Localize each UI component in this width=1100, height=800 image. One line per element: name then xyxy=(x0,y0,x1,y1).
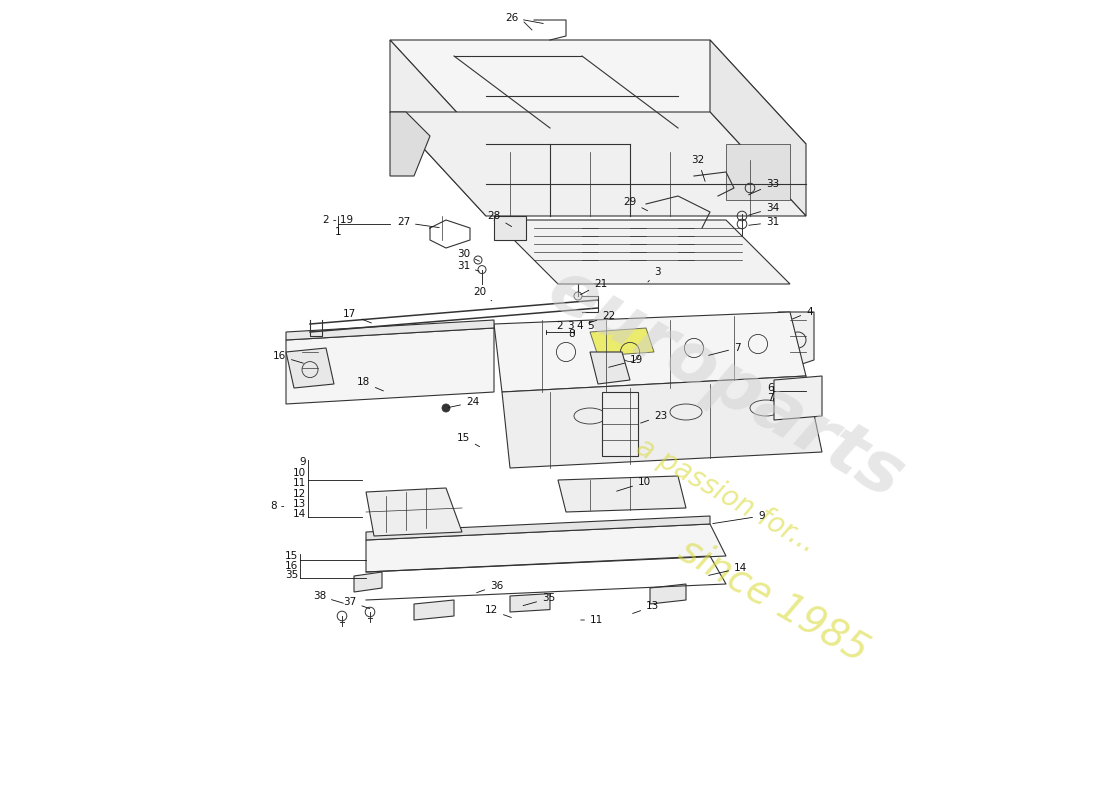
Polygon shape xyxy=(502,376,822,468)
Polygon shape xyxy=(354,572,382,592)
Text: 3: 3 xyxy=(648,267,661,282)
Text: europarts: europarts xyxy=(536,254,916,514)
Polygon shape xyxy=(286,348,334,388)
Text: 30: 30 xyxy=(456,249,480,262)
Text: 27: 27 xyxy=(397,218,439,228)
Polygon shape xyxy=(510,594,550,612)
Text: 10: 10 xyxy=(617,478,651,491)
Text: 29: 29 xyxy=(624,197,648,210)
Text: 8: 8 xyxy=(569,330,575,339)
Polygon shape xyxy=(366,488,462,536)
Text: 19: 19 xyxy=(608,355,644,367)
Text: 26: 26 xyxy=(505,13,543,23)
Polygon shape xyxy=(558,476,686,512)
Text: 37: 37 xyxy=(343,597,370,609)
Text: 5: 5 xyxy=(586,322,593,331)
Text: 32: 32 xyxy=(692,155,705,182)
Text: 14: 14 xyxy=(293,510,306,519)
Polygon shape xyxy=(390,40,806,144)
Polygon shape xyxy=(710,40,806,216)
Polygon shape xyxy=(590,328,654,356)
Polygon shape xyxy=(390,112,430,176)
Text: 4: 4 xyxy=(793,307,813,319)
Text: 17: 17 xyxy=(343,310,372,323)
Polygon shape xyxy=(650,584,686,604)
Polygon shape xyxy=(774,376,822,420)
Text: 14: 14 xyxy=(708,563,747,575)
Polygon shape xyxy=(590,352,630,384)
Circle shape xyxy=(442,404,450,412)
Text: 12: 12 xyxy=(293,489,306,498)
Text: 15: 15 xyxy=(285,551,298,561)
Text: 35: 35 xyxy=(285,570,298,580)
Text: 7: 7 xyxy=(768,393,774,402)
Text: 6: 6 xyxy=(768,383,774,393)
Text: 34: 34 xyxy=(749,203,779,215)
Polygon shape xyxy=(286,328,494,404)
Text: 21: 21 xyxy=(581,279,607,294)
Polygon shape xyxy=(390,112,806,216)
Text: 3: 3 xyxy=(566,322,573,331)
Text: 11: 11 xyxy=(581,615,603,625)
Text: 2: 2 xyxy=(557,322,563,331)
Text: 20: 20 xyxy=(473,287,492,301)
Text: 22: 22 xyxy=(588,311,615,323)
Polygon shape xyxy=(494,312,806,392)
Text: 31: 31 xyxy=(456,262,480,271)
Text: 35: 35 xyxy=(524,594,556,606)
Text: 4: 4 xyxy=(576,322,583,331)
Text: 38: 38 xyxy=(312,591,343,603)
Polygon shape xyxy=(662,336,726,368)
Polygon shape xyxy=(778,312,814,368)
Polygon shape xyxy=(366,524,726,572)
Text: 11: 11 xyxy=(293,478,306,488)
Text: a passion for...: a passion for... xyxy=(631,433,821,559)
Text: 8 -: 8 - xyxy=(271,501,285,510)
Text: 36: 36 xyxy=(476,581,504,593)
Polygon shape xyxy=(494,216,526,240)
Text: 16: 16 xyxy=(273,351,304,363)
Polygon shape xyxy=(366,516,710,540)
Text: 10: 10 xyxy=(293,468,306,478)
Text: 2 - 19: 2 - 19 xyxy=(323,215,353,225)
Text: 9: 9 xyxy=(713,511,764,523)
Text: 33: 33 xyxy=(748,179,779,195)
Text: 1: 1 xyxy=(334,227,341,237)
Polygon shape xyxy=(726,144,790,200)
Text: 31: 31 xyxy=(749,218,779,227)
Text: 7: 7 xyxy=(708,343,740,355)
Text: 9: 9 xyxy=(299,458,306,467)
Text: 12: 12 xyxy=(485,606,512,618)
Text: 13: 13 xyxy=(293,499,306,509)
Text: 28: 28 xyxy=(487,211,512,226)
Polygon shape xyxy=(414,600,454,620)
Polygon shape xyxy=(494,220,790,284)
Text: 16: 16 xyxy=(285,561,298,570)
Polygon shape xyxy=(286,320,494,340)
Text: 18: 18 xyxy=(356,378,384,391)
Text: 24: 24 xyxy=(449,398,480,407)
Text: 13: 13 xyxy=(632,602,659,614)
Text: 23: 23 xyxy=(640,411,668,423)
Text: 15: 15 xyxy=(456,433,480,446)
Text: since 1985: since 1985 xyxy=(672,530,876,670)
Polygon shape xyxy=(390,40,486,216)
Polygon shape xyxy=(602,392,638,456)
